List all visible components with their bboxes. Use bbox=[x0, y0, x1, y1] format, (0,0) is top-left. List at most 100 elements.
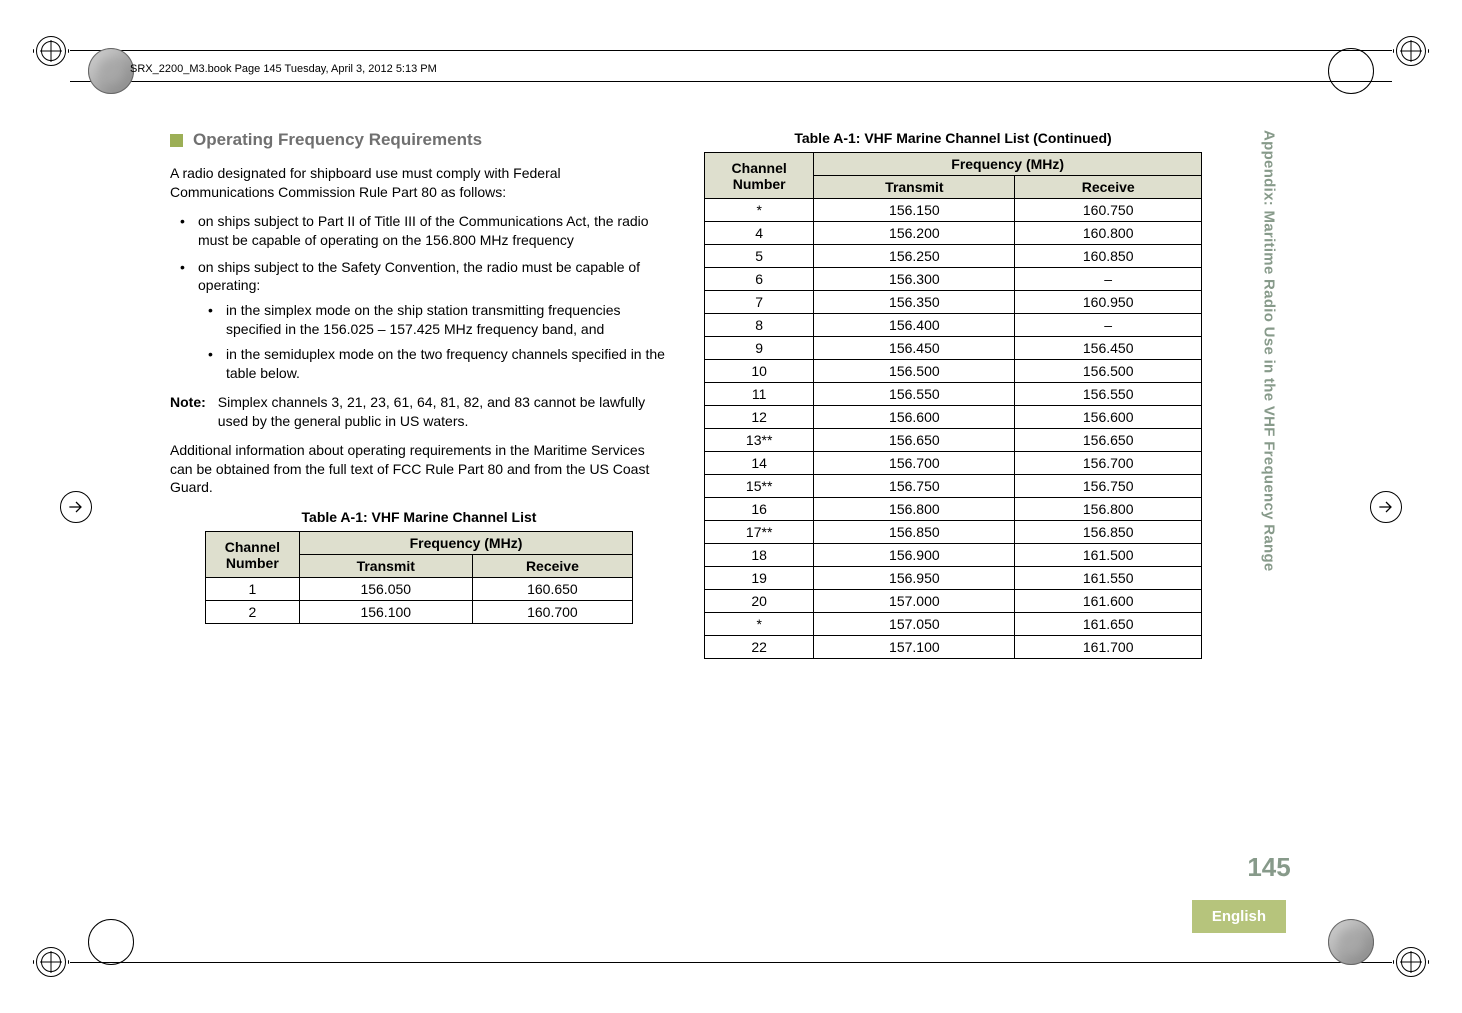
table-row: 13**156.650156.650 bbox=[705, 429, 1202, 452]
table-row: 17**156.850156.850 bbox=[705, 521, 1202, 544]
sub-bullet-list: in the simplex mode on the ship station … bbox=[198, 301, 668, 383]
table1-header-freq: Frequency (MHz) bbox=[299, 532, 632, 555]
note-body: Simplex channels 3, 21, 23, 61, 64, 81, … bbox=[218, 393, 668, 431]
cell-tx: 156.950 bbox=[814, 567, 1015, 590]
table-row: *156.150160.750 bbox=[705, 199, 1202, 222]
arrow-right-icon bbox=[66, 497, 86, 517]
cell-tx: 156.850 bbox=[814, 521, 1015, 544]
registration-shaded-tl bbox=[88, 48, 134, 94]
cell-tx: 156.300 bbox=[814, 268, 1015, 291]
cell-rx: 156.700 bbox=[1015, 452, 1202, 475]
cell-ch: * bbox=[705, 613, 814, 636]
crop-mark-br bbox=[1396, 947, 1426, 977]
table2-header-tx: Transmit bbox=[814, 176, 1015, 199]
table-row: 5156.250160.850 bbox=[705, 245, 1202, 268]
table1-body: 1 156.050 160.650 2 156.100 160.700 bbox=[205, 578, 632, 624]
cell-tx: 156.650 bbox=[814, 429, 1015, 452]
cell-rx: 161.650 bbox=[1015, 613, 1202, 636]
cell-rx: 156.750 bbox=[1015, 475, 1202, 498]
table1: Channel Number Frequency (MHz) Transmit … bbox=[205, 531, 633, 624]
crop-mark-tl bbox=[36, 36, 66, 66]
cell-ch: 14 bbox=[705, 452, 814, 475]
cell-tx: 156.050 bbox=[299, 578, 472, 601]
sub-bullet-a: in the simplex mode on the ship station … bbox=[198, 301, 668, 339]
cell-tx: 156.600 bbox=[814, 406, 1015, 429]
table-row: 6156.300– bbox=[705, 268, 1202, 291]
table2-caption: Table A-1: VHF Marine Channel List (Cont… bbox=[704, 130, 1202, 146]
cell-rx: 160.650 bbox=[472, 578, 632, 601]
cell-ch: 10 bbox=[705, 360, 814, 383]
frame-line-bottom bbox=[70, 962, 1392, 963]
cell-tx: 156.900 bbox=[814, 544, 1015, 567]
table2-header-freq: Frequency (MHz) bbox=[814, 153, 1202, 176]
cell-ch: 15** bbox=[705, 475, 814, 498]
cell-ch: 8 bbox=[705, 314, 814, 337]
cell-ch: 5 bbox=[705, 245, 814, 268]
cell-tx: 156.450 bbox=[814, 337, 1015, 360]
table1-header-rx: Receive bbox=[472, 555, 632, 578]
cell-rx: 156.650 bbox=[1015, 429, 1202, 452]
cell-tx: 157.100 bbox=[814, 636, 1015, 659]
cell-ch: 4 bbox=[705, 222, 814, 245]
bullet-2: on ships subject to the Safety Conventio… bbox=[170, 258, 668, 383]
note-label: Note: bbox=[170, 393, 206, 431]
section-square-icon bbox=[170, 134, 183, 147]
table-row: 1 156.050 160.650 bbox=[205, 578, 632, 601]
table-row: 22157.100161.700 bbox=[705, 636, 1202, 659]
note-block: Note: Simplex channels 3, 21, 23, 61, 64… bbox=[170, 393, 668, 431]
cell-ch: 12 bbox=[705, 406, 814, 429]
cell-tx: 156.100 bbox=[299, 601, 472, 624]
cell-tx: 156.250 bbox=[814, 245, 1015, 268]
crop-mark-bl bbox=[36, 947, 66, 977]
cell-rx: 156.450 bbox=[1015, 337, 1202, 360]
frame-line-top2 bbox=[70, 81, 1392, 82]
cell-ch: 18 bbox=[705, 544, 814, 567]
table-row: 7156.350160.950 bbox=[705, 291, 1202, 314]
cell-rx: 161.500 bbox=[1015, 544, 1202, 567]
registration-circle-bl bbox=[88, 919, 134, 965]
left-column: Operating Frequency Requirements A radio… bbox=[170, 130, 668, 659]
cell-tx: 156.500 bbox=[814, 360, 1015, 383]
registration-arrow-right bbox=[1370, 491, 1402, 523]
table2: Channel Number Frequency (MHz) Transmit … bbox=[704, 152, 1202, 659]
page-content: Operating Frequency Requirements A radio… bbox=[170, 130, 1202, 659]
table-row: 10156.500156.500 bbox=[705, 360, 1202, 383]
table-row: 19156.950161.550 bbox=[705, 567, 1202, 590]
table2-body: *156.150160.7504156.200160.8005156.25016… bbox=[705, 199, 1202, 659]
cell-tx: 157.050 bbox=[814, 613, 1015, 636]
cell-rx: 156.500 bbox=[1015, 360, 1202, 383]
cell-tx: 156.200 bbox=[814, 222, 1015, 245]
cell-tx: 157.000 bbox=[814, 590, 1015, 613]
page-number: 145 bbox=[1247, 852, 1290, 883]
cell-tx: 156.750 bbox=[814, 475, 1015, 498]
cell-rx: 156.550 bbox=[1015, 383, 1202, 406]
registration-arrow-left bbox=[60, 491, 92, 523]
section-title-text: Operating Frequency Requirements bbox=[193, 130, 482, 150]
table-row: *157.050161.650 bbox=[705, 613, 1202, 636]
arrow-right-icon bbox=[1376, 497, 1396, 517]
cell-ch: * bbox=[705, 199, 814, 222]
table1-header-tx: Transmit bbox=[299, 555, 472, 578]
cell-ch: 1 bbox=[205, 578, 299, 601]
cell-tx: 156.700 bbox=[814, 452, 1015, 475]
cell-tx: 156.550 bbox=[814, 383, 1015, 406]
side-tab: Appendix: Maritime Radio Use in the VHF … bbox=[1256, 130, 1282, 883]
cell-ch: 22 bbox=[705, 636, 814, 659]
right-column: Table A-1: VHF Marine Channel List (Cont… bbox=[704, 130, 1202, 659]
cell-rx: 160.700 bbox=[472, 601, 632, 624]
table-row: 4156.200160.800 bbox=[705, 222, 1202, 245]
cell-ch: 20 bbox=[705, 590, 814, 613]
cell-ch: 6 bbox=[705, 268, 814, 291]
section-title: Operating Frequency Requirements bbox=[170, 130, 668, 150]
language-tab: English bbox=[1192, 900, 1286, 933]
cell-rx: 160.800 bbox=[1015, 222, 1202, 245]
cell-tx: 156.350 bbox=[814, 291, 1015, 314]
cell-ch: 19 bbox=[705, 567, 814, 590]
cell-rx: 160.950 bbox=[1015, 291, 1202, 314]
registration-shaded-br bbox=[1328, 919, 1374, 965]
table1-caption: Table A-1: VHF Marine Channel List bbox=[170, 509, 668, 525]
cell-tx: 156.800 bbox=[814, 498, 1015, 521]
registration-circle-tr bbox=[1328, 48, 1374, 94]
bullet-1: on ships subject to Part II of Title III… bbox=[170, 212, 668, 250]
cell-rx: 156.850 bbox=[1015, 521, 1202, 544]
